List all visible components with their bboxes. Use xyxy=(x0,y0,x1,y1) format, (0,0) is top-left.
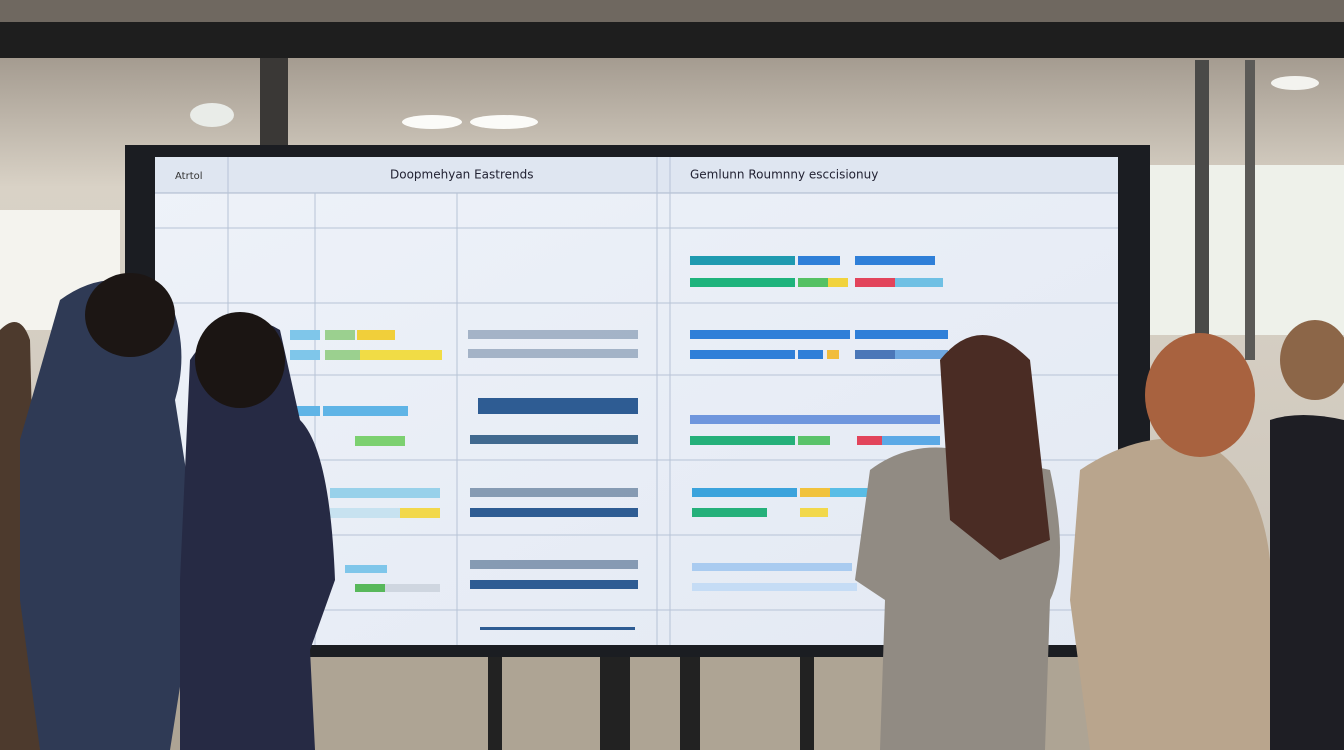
lamp xyxy=(190,103,234,127)
column-strip xyxy=(468,330,638,630)
bar-group xyxy=(690,256,948,591)
pillar xyxy=(1195,60,1209,340)
people xyxy=(0,273,1344,750)
pillar xyxy=(260,55,288,150)
ceiling-beam xyxy=(0,22,1344,58)
header-title: Doopmehyan Eastrends xyxy=(390,168,534,182)
header-title: Gemlunn Roumnny esccisionuy xyxy=(690,168,878,182)
stand-leg xyxy=(488,650,502,750)
lamp xyxy=(1271,76,1319,90)
pillar xyxy=(1245,60,1255,360)
lamp xyxy=(470,115,538,129)
header-label: Atrtol xyxy=(175,171,203,182)
lamp xyxy=(402,115,462,129)
stand-leg xyxy=(600,650,630,750)
stand-leg xyxy=(680,650,700,750)
stand-leg xyxy=(800,650,814,750)
screen-header xyxy=(155,157,1118,193)
ceiling xyxy=(0,0,1344,22)
